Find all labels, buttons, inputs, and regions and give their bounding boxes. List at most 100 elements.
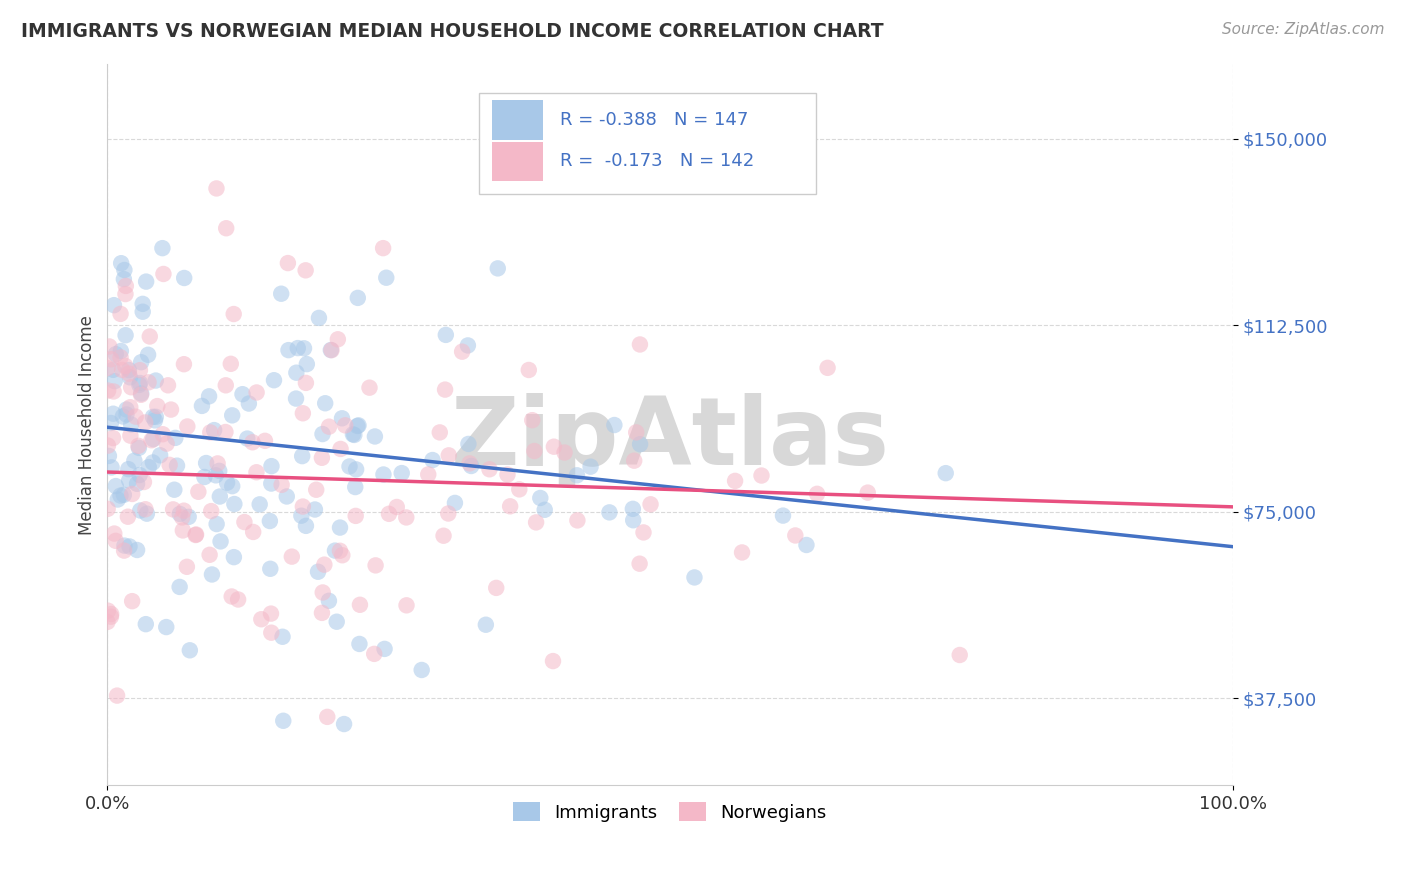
Point <box>321 343 343 358</box>
Point <box>271 714 294 728</box>
Point <box>163 483 186 497</box>
Point <box>141 434 163 448</box>
Point <box>233 515 256 529</box>
Point <box>176 559 198 574</box>
Point <box>451 344 474 359</box>
Point <box>316 710 339 724</box>
Point <box>295 519 318 533</box>
Point <box>543 440 565 454</box>
Point <box>160 402 183 417</box>
Point <box>259 562 281 576</box>
Point <box>856 485 879 500</box>
Point <box>432 529 454 543</box>
Point <box>236 432 259 446</box>
Point <box>152 267 174 281</box>
Point <box>104 479 127 493</box>
Point <box>565 468 588 483</box>
Point <box>114 279 136 293</box>
Point <box>120 417 142 432</box>
Point <box>290 508 312 523</box>
Point <box>434 327 457 342</box>
Point <box>110 351 132 365</box>
FancyBboxPatch shape <box>492 101 543 140</box>
Point <box>118 363 141 377</box>
Point <box>567 513 589 527</box>
Point <box>508 483 530 497</box>
Point <box>249 497 271 511</box>
Point <box>120 428 142 442</box>
Legend: Immigrants, Norwegians: Immigrants, Norwegians <box>503 793 837 830</box>
Point <box>187 484 209 499</box>
Point <box>172 524 194 538</box>
Point <box>128 468 150 483</box>
Point <box>97 604 120 618</box>
Point <box>344 508 367 523</box>
Point <box>260 625 283 640</box>
Point <box>103 298 125 312</box>
Point <box>226 592 249 607</box>
Point <box>155 620 177 634</box>
Point <box>166 458 188 473</box>
Point <box>260 476 283 491</box>
Point <box>117 509 139 524</box>
Point <box>260 459 283 474</box>
Point <box>724 474 747 488</box>
Point <box>541 654 564 668</box>
Point <box>295 357 318 371</box>
Point <box>103 526 125 541</box>
Point <box>100 607 122 621</box>
Point <box>311 450 333 465</box>
Point <box>626 425 648 440</box>
Point <box>129 386 152 401</box>
Point <box>195 456 218 470</box>
Point <box>371 241 394 255</box>
Text: R = -0.388   N = 147: R = -0.388 N = 147 <box>560 112 748 129</box>
Point <box>138 460 160 475</box>
Point <box>142 455 165 469</box>
Point <box>346 291 368 305</box>
Point <box>623 453 645 467</box>
Point <box>422 453 444 467</box>
Point <box>135 507 157 521</box>
Point <box>457 437 479 451</box>
Point <box>579 459 602 474</box>
Point <box>173 503 195 517</box>
Point <box>169 507 191 521</box>
Point <box>146 399 169 413</box>
Point <box>221 590 243 604</box>
Point <box>205 517 228 532</box>
Point <box>330 548 353 562</box>
Point <box>437 507 460 521</box>
Point <box>191 399 214 413</box>
Point <box>817 360 839 375</box>
Text: Source: ZipAtlas.com: Source: ZipAtlas.com <box>1222 22 1385 37</box>
Point <box>165 431 187 445</box>
Point <box>145 374 167 388</box>
Point <box>176 419 198 434</box>
Point <box>198 389 221 403</box>
Point <box>277 343 299 358</box>
Point <box>184 527 207 541</box>
Point <box>806 487 828 501</box>
Point <box>329 442 352 456</box>
Point <box>100 416 122 430</box>
Point <box>347 418 370 433</box>
Point <box>215 221 238 235</box>
Point <box>129 355 152 369</box>
Point <box>346 419 368 434</box>
Point <box>329 520 352 534</box>
Point <box>121 487 143 501</box>
Point <box>97 449 120 463</box>
Point <box>375 270 398 285</box>
Point <box>111 409 134 424</box>
Point <box>135 617 157 632</box>
Point <box>138 376 160 390</box>
Point <box>205 181 228 195</box>
Point <box>136 348 159 362</box>
Point <box>179 643 201 657</box>
Text: R =  -0.173   N = 142: R = -0.173 N = 142 <box>560 153 754 170</box>
Point <box>104 374 127 388</box>
Point <box>603 417 626 432</box>
Point <box>418 467 440 482</box>
Point <box>121 594 143 608</box>
